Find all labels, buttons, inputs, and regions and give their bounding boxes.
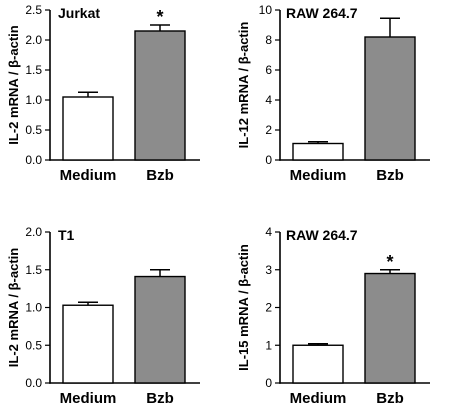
- chart-panel-3: 0.0 0.5 1.0 1.5 2.0 Medium Bzb T1 IL-2 mRNA / β-…: [6, 225, 200, 407]
- y-tick-label: 8: [265, 33, 272, 47]
- y-tick-label: 1.5: [25, 63, 42, 77]
- y-tick-label: 3: [265, 263, 272, 277]
- category-label: Bzb: [376, 390, 404, 407]
- category-label: Medium: [60, 390, 117, 407]
- y-tick-label: 2.0: [25, 225, 42, 239]
- y-axis-label: IL-15 mRNA / β-actin: [236, 244, 251, 371]
- y-tick-label: 0: [265, 376, 272, 390]
- panel-title: Jurkat: [58, 5, 100, 21]
- category-label: Bzb: [376, 167, 404, 184]
- bar-bzb: [364, 36, 416, 161]
- y-tick-label: 0.0: [25, 153, 42, 167]
- bar-medium: [292, 142, 344, 161]
- category-label: Medium: [290, 167, 347, 184]
- panel-title: RAW 264.7: [286, 227, 358, 243]
- significance-marker: *: [386, 252, 393, 272]
- y-tick-label: 1.5: [25, 263, 42, 277]
- category-label: Bzb: [146, 167, 174, 184]
- bar-medium: [62, 304, 114, 384]
- bar-bzb: [134, 275, 186, 384]
- chart-panel-2: 0 2 4 6 8 10 Medium Bzb RAW 264.7 IL-12 mRNA / β-…: [236, 3, 430, 184]
- y-tick-label: 2: [265, 301, 272, 315]
- y-tick-label: 2: [265, 123, 272, 137]
- y-tick-label: 4: [265, 225, 272, 239]
- panel-title: RAW 264.7: [286, 5, 358, 21]
- y-axis-label: IL-2 mRNA / β-actin: [6, 248, 21, 367]
- y-axis-label: IL-12 mRNA / β-actin: [236, 22, 251, 149]
- y-tick-label: 0: [265, 153, 272, 167]
- y-tick-label: 1.0: [25, 93, 42, 107]
- y-tick-label: 2.0: [25, 33, 42, 47]
- bar-medium: [62, 96, 114, 161]
- y-tick-label: 1.0: [25, 301, 42, 315]
- y-tick-label: 2.5: [25, 3, 42, 17]
- y-axis-label: IL-2 mRNA / β-actin: [6, 25, 21, 144]
- y-tick-label: 0.5: [25, 123, 42, 137]
- y-tick-label: 0.0: [25, 376, 42, 390]
- bar-bzb: [134, 30, 186, 161]
- y-tick-label: 6: [265, 63, 272, 77]
- y-tick-label: 0.5: [25, 338, 42, 352]
- bar-bzb: [364, 272, 416, 384]
- category-label: Medium: [60, 167, 117, 184]
- chart-panel-1: 0.0 0.5 1.0 1.5 2.0 2.5 Medium Bzb * Jurkat IL-2 m…: [6, 3, 200, 184]
- y-tick-label: 10: [259, 3, 273, 17]
- category-label: Bzb: [146, 390, 174, 407]
- y-tick-label: 1: [265, 338, 272, 352]
- panel-title: T1: [58, 227, 75, 243]
- y-tick-label: 4: [265, 93, 272, 107]
- bar-medium: [292, 344, 344, 384]
- category-label: Medium: [290, 390, 347, 407]
- chart-panel-4: 0 1 2 3 4 Medium Bzb * RAW 264.7 IL-15 mRNA / β-a…: [236, 225, 430, 407]
- significance-marker: *: [156, 7, 163, 27]
